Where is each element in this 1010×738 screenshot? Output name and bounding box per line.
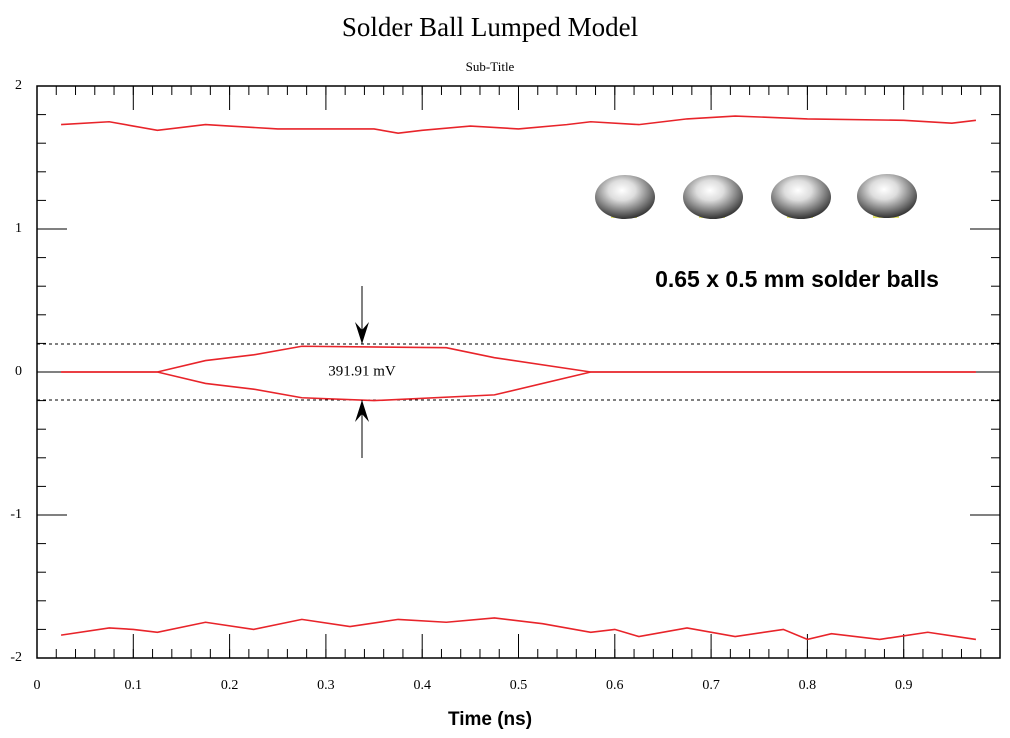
arrow-head — [355, 400, 369, 423]
annotation: 391.91 mV — [328, 363, 396, 379]
x-tick-label: 0.7 — [702, 678, 720, 693]
x-tick-label: 0.5 — [510, 678, 528, 693]
solder-balls — [595, 174, 917, 219]
x-axis-label: Time (ns) — [448, 709, 532, 730]
x-tick-label: 0.4 — [413, 678, 431, 693]
arrow-head — [355, 321, 369, 344]
annotation: 0.65 x 0.5 mm solder balls — [655, 266, 939, 292]
y-tick-label: 1 — [15, 221, 22, 236]
y-tick-label: 0 — [15, 364, 22, 379]
x-tick-label: 0.1 — [125, 678, 143, 693]
chart-title: Solder Ball Lumped Model — [342, 12, 638, 42]
series-line — [61, 371, 976, 402]
x-tick-label: 0 — [34, 678, 41, 693]
x-tick-label: 0.9 — [895, 678, 913, 693]
x-tick-label: 0.3 — [317, 678, 335, 693]
x-tick-label: 0.6 — [606, 678, 624, 693]
series-line — [61, 345, 976, 373]
x-tick-label: 0.2 — [221, 678, 239, 693]
series-line — [60, 617, 977, 641]
chart-subtitle: Sub-Title — [466, 59, 515, 74]
y-tick-label: 2 — [15, 78, 22, 93]
series-line — [61, 115, 977, 134]
y-tick-label: -2 — [10, 650, 22, 665]
y-tick-label: -1 — [10, 507, 22, 522]
x-tick-label: 0.8 — [799, 678, 817, 693]
